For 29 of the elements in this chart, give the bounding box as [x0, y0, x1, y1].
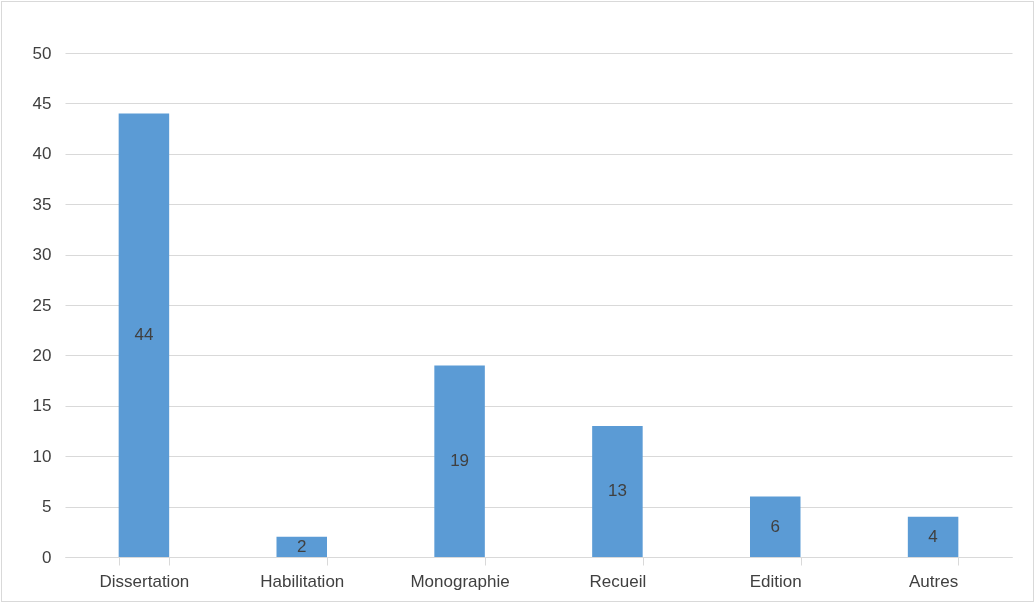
y-tick-label: 30 [32, 245, 52, 265]
bar [118, 113, 170, 557]
y-tick-label: 10 [32, 446, 52, 466]
y-tick-label: 5 [42, 497, 52, 517]
bar [907, 516, 959, 557]
bar [276, 536, 327, 557]
data-label: 6 [770, 516, 780, 536]
x-tick-label: Recueil [589, 571, 647, 591]
y-tick-label: 35 [32, 194, 52, 214]
y-tick-label: 0 [42, 547, 52, 567]
x-tick-label: Edition [749, 571, 802, 591]
data-label: 13 [607, 481, 627, 501]
data-label: 2 [297, 536, 307, 556]
bar [592, 425, 643, 557]
y-tick-label: 40 [32, 144, 52, 164]
bar [750, 496, 801, 557]
y-tick-label: 15 [32, 396, 52, 416]
y-tick-label: 20 [32, 345, 52, 365]
bar [434, 365, 485, 557]
data-label: 19 [450, 451, 470, 471]
y-tick-label: 50 [32, 43, 52, 63]
y-tick-label: 45 [32, 93, 52, 113]
y-tick-label: 25 [32, 295, 52, 315]
x-tick-label: Habilitation [260, 571, 345, 591]
x-tick-label: Autres [909, 571, 959, 591]
x-tick-label: Dissertation [99, 571, 190, 591]
data-label: 44 [134, 325, 154, 345]
data-label: 4 [928, 526, 938, 546]
x-tick-label: Monographie [410, 571, 510, 591]
